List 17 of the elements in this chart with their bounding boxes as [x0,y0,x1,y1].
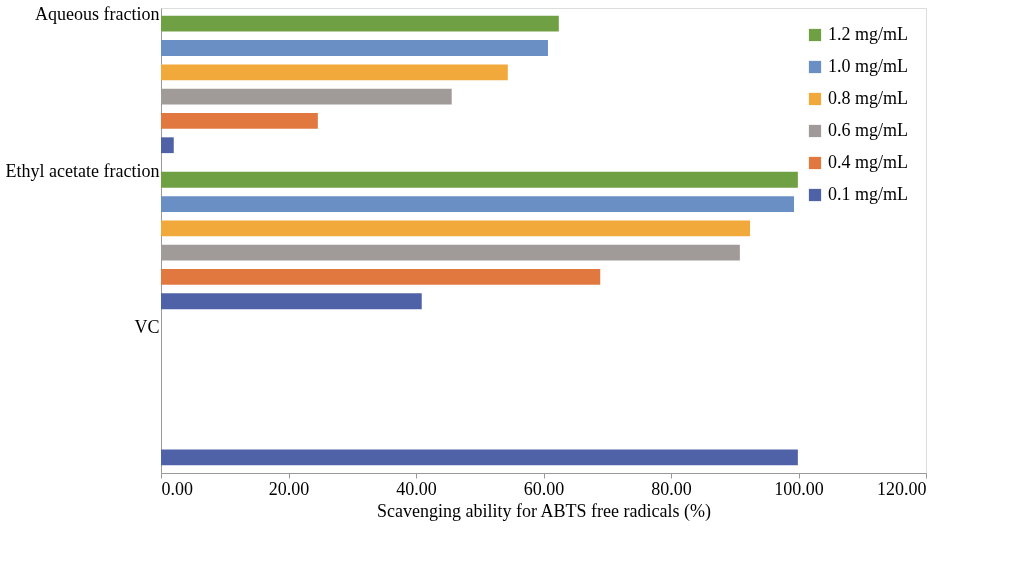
x-tick-label: 20.00 [268,478,310,499]
legend-label: 1.2 mg/mL [828,24,908,44]
x-tick-label: 100.00 [774,478,824,499]
legend-label: 0.8 mg/mL [828,88,908,108]
legend-label: 0.1 mg/mL [828,184,908,204]
x-tick-label: 40.00 [396,478,437,499]
x-axis-title: Scavenging ability for ABTS free radicals (%) [377,500,711,522]
x-tick-label: 0.00 [161,478,193,499]
x-tick-label: 80.00 [651,478,692,499]
y-tick-label: Ethyl acetate fraction [5,160,160,181]
legend-label: 1.0 mg/mL [828,56,908,76]
x-tick-label: 120.00 [877,478,927,499]
legend-label: 0.4 mg/mL [828,152,908,172]
legend-label: 0.6 mg/mL [828,120,908,140]
x-tick-label: 60.00 [523,478,565,499]
y-tick-label: VC [134,316,160,337]
y-tick-label: Aqueous fraction [35,4,160,25]
